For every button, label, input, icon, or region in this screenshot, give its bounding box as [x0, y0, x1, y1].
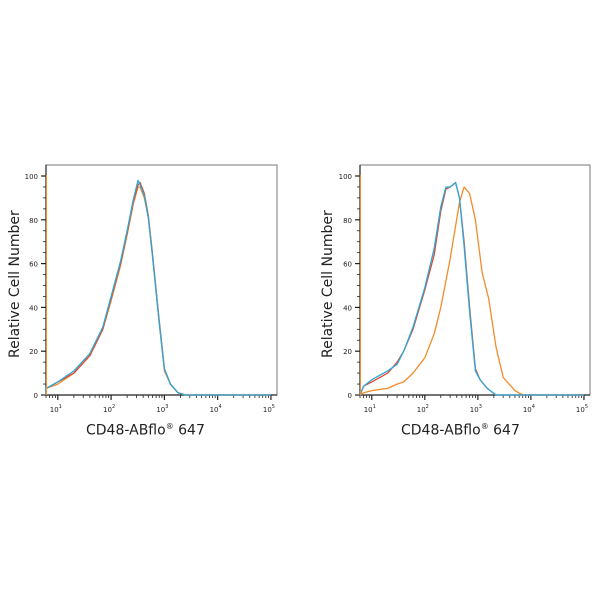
x-tick-label: 103 — [470, 404, 482, 414]
histogram-panel-right: 0 20 40 60 80 100 101 102 103 104 105 Relative Cel… — [300, 150, 600, 450]
y-axis-label: Relative Cell Number — [7, 210, 23, 358]
x-tick-label: 102 — [417, 404, 429, 414]
x-tick-label: 101 — [50, 404, 62, 414]
y-axis: 0 20 40 60 80 100 — [25, 165, 47, 400]
plot-frame — [45, 164, 278, 396]
y-tick-label: 60 — [29, 261, 38, 269]
y-tick-label: 60 — [343, 261, 352, 269]
x-axis: 101 102 103 104 105 — [359, 394, 590, 414]
x-tick-label: 105 — [576, 404, 588, 414]
histogram-series-blue — [359, 181, 584, 396]
x-axis-label: CD48-ABflo® 647 — [86, 422, 205, 439]
registered-mark: ® — [165, 422, 174, 431]
x-axis-label-tail: 647 — [488, 422, 520, 439]
y-tick-label: 100 — [339, 173, 352, 181]
histogram-plot-left: 0 20 40 60 80 100 101 102 103 104 105 — [25, 164, 278, 414]
x-tick-label: 102 — [103, 404, 115, 414]
x-axis-label-main: CD48-ABflo — [401, 422, 481, 439]
histogram-series-red — [359, 181, 584, 396]
x-tick-label: 105 — [263, 404, 275, 414]
y-axis: 0 20 40 60 80 100 — [339, 165, 361, 400]
y-tick-label: 0 — [348, 392, 352, 400]
y-tick-label: 100 — [25, 173, 38, 181]
y-tick-label: 0 — [34, 392, 38, 400]
y-tick-label: 40 — [29, 304, 38, 312]
histogram-series-blue — [45, 179, 271, 396]
y-tick-label: 80 — [29, 217, 38, 225]
y-tick-label: 80 — [343, 217, 352, 225]
x-tick-label: 104 — [523, 404, 535, 414]
x-tick-label: 101 — [364, 404, 376, 414]
y-tick-label: 20 — [343, 348, 352, 356]
histogram-series-red — [45, 181, 271, 396]
histogram-plot-right: 0 20 40 60 80 100 101 102 103 104 105 — [339, 164, 591, 414]
histogram-series-orange — [359, 186, 584, 396]
y-tick-label: 40 — [343, 304, 352, 312]
x-axis: 101 102 103 104 105 — [45, 394, 277, 414]
registered-mark: ® — [480, 422, 489, 431]
x-axis-label: CD48-ABflo® 647 — [401, 422, 520, 439]
x-axis-label-tail: 647 — [173, 422, 205, 439]
x-tick-label: 103 — [156, 404, 168, 414]
y-tick-label: 20 — [29, 348, 38, 356]
x-tick-label: 104 — [210, 404, 222, 414]
histogram-panel-left: 0 20 40 60 80 100 101 102 103 104 105 Relative Cel… — [0, 150, 300, 450]
x-axis-label-main: CD48-ABflo — [86, 422, 166, 439]
y-axis-label: Relative Cell Number — [320, 210, 336, 358]
